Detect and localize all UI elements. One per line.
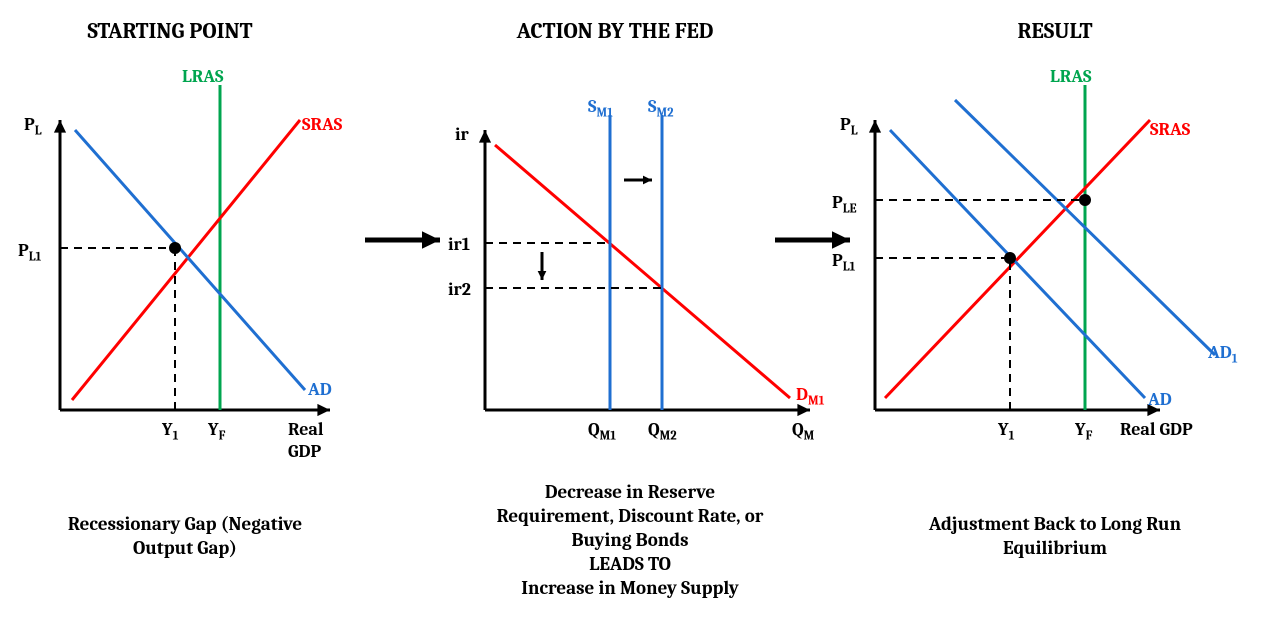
p3-ple-label: PLE bbox=[832, 192, 857, 217]
panel1-title: STARTING POINT bbox=[88, 18, 253, 44]
p1-yf-label: YF bbox=[207, 419, 226, 444]
p2-qm1-label: QM1 bbox=[588, 419, 616, 444]
p1-y-label: PL bbox=[24, 114, 42, 139]
p3-ad bbox=[890, 130, 1145, 398]
p2-caption1: Decrease in Reserve bbox=[545, 481, 716, 503]
p1-ad bbox=[75, 130, 305, 390]
p2-qm2-label: QM2 bbox=[648, 419, 677, 444]
p2-x-label: QM bbox=[792, 419, 815, 444]
transition-arrow-1-head bbox=[422, 231, 440, 248]
p2-caption5: Increase in Money Supply bbox=[521, 577, 739, 599]
p1-caption2: Output Gap) bbox=[133, 537, 237, 559]
p2-y-axis-head bbox=[479, 130, 491, 143]
p1-sras bbox=[72, 120, 300, 400]
p1-pl1-label: PL1 bbox=[18, 240, 42, 265]
p2-sm2-label: SM2 bbox=[648, 96, 674, 121]
p3-y-axis-head bbox=[869, 120, 881, 133]
p3-caption: Adjustment Back to Long Run bbox=[928, 513, 1182, 535]
p1-sras-label: SRAS bbox=[302, 114, 343, 135]
p3-sras-label: SRAS bbox=[1150, 119, 1191, 140]
p1-x-label: Real bbox=[288, 419, 324, 440]
p2-ir1-label: ir1 bbox=[448, 234, 470, 255]
p3-lras-label: LRAS bbox=[1050, 66, 1092, 87]
p3-pl1-label: PL1 bbox=[832, 250, 856, 275]
p3-x-label: Real GDP bbox=[1120, 419, 1193, 440]
transition-arrow-2-head bbox=[832, 231, 850, 248]
p3-ad1-label: AD1 bbox=[1207, 342, 1238, 367]
p3-eq1-dot bbox=[1004, 252, 1016, 264]
p1-caption: Recessionary Gap (Negative bbox=[68, 513, 303, 535]
p2-dm-label: DM1 bbox=[796, 384, 825, 409]
p3-y-label: PL bbox=[840, 114, 858, 139]
p2-ir2-label: ir2 bbox=[448, 279, 471, 300]
p1-x-label2: GDP bbox=[288, 441, 321, 462]
p2-caption2: Requirement, Discount Rate, or bbox=[497, 505, 764, 527]
diagram-root: STARTING POINT PL RealGDP LRAS SRAS AD PL1 Y1 YF… bbox=[0, 0, 1267, 631]
p1-x-axis-head bbox=[317, 404, 330, 416]
p2-y-label: ir bbox=[455, 124, 470, 145]
p3-eq2-dot bbox=[1079, 194, 1091, 206]
p2-sm1-label: SM1 bbox=[588, 96, 613, 121]
panel3-title: RESULT bbox=[1017, 18, 1092, 44]
p1-y-axis-head bbox=[54, 120, 66, 133]
p1-eq-dot bbox=[169, 242, 181, 254]
p1-ad-label: AD bbox=[307, 379, 332, 400]
panel2-title: ACTION BY THE FED bbox=[516, 18, 714, 44]
p2-caption3: Buying Bonds bbox=[571, 529, 688, 551]
p3-caption2: Equilibrium bbox=[1003, 537, 1107, 559]
p1-y1-label: Y1 bbox=[161, 419, 179, 444]
p3-y1-label: Y1 bbox=[997, 419, 1015, 444]
p2-shift-h-head bbox=[643, 176, 652, 185]
p1-lras-label: LRAS bbox=[182, 66, 224, 87]
p3-ad-label: AD bbox=[1147, 389, 1172, 410]
p2-caption4: LEADS TO bbox=[589, 553, 671, 575]
p3-yf-label: YF bbox=[1074, 419, 1093, 444]
p2-shift-v-head bbox=[538, 271, 547, 280]
